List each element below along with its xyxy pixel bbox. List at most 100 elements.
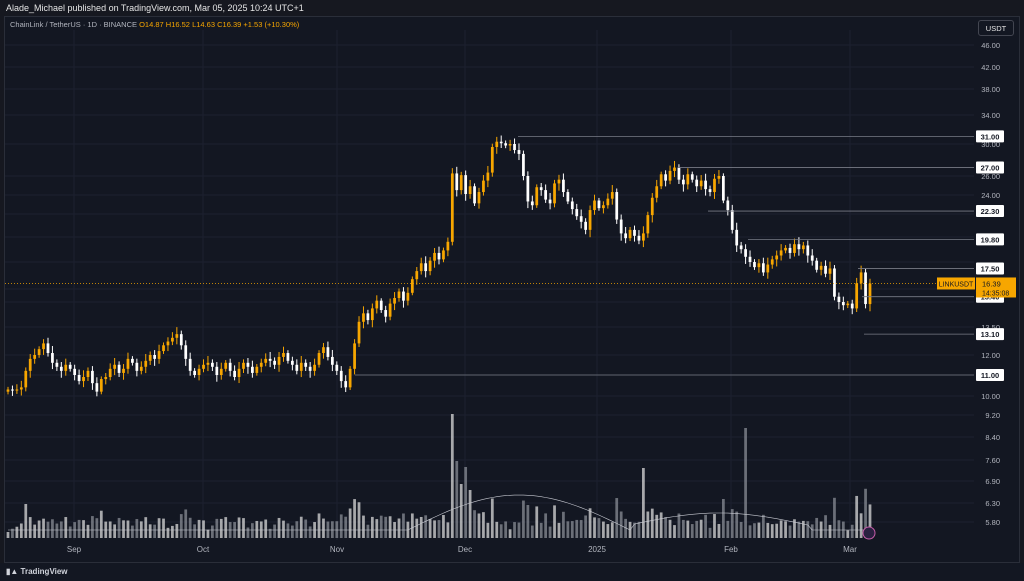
candle-body <box>397 291 401 299</box>
candle-body <box>228 362 232 371</box>
candle-body <box>642 233 645 241</box>
candle-body <box>246 362 250 367</box>
price-axis-label: 12.00 <box>981 351 1000 360</box>
candle-body <box>548 199 552 204</box>
volume-bar <box>570 521 574 538</box>
volume-bar <box>557 522 561 538</box>
symbol-title: ChainLink / TetherUS · 1D · BINANCE <box>10 20 137 29</box>
price-chart[interactable]: Sep Oct Nov Dec 2025 Feb Mar 46.00 42.00 38.00 34.… <box>0 0 1024 563</box>
candle-body <box>864 272 867 305</box>
candle-body <box>562 179 565 193</box>
tradingview-logo[interactable]: ▮▲ TradingView <box>6 563 68 581</box>
volume-bar <box>286 523 290 538</box>
candle-body <box>326 347 330 357</box>
candle-body <box>224 362 228 369</box>
volume-bar <box>588 508 592 538</box>
currency-button[interactable]: USDT <box>978 20 1014 36</box>
volume-bar <box>788 525 792 538</box>
candle-body <box>268 358 272 361</box>
volume-bar <box>810 524 814 538</box>
candle-body <box>633 229 636 236</box>
candle-body <box>197 368 201 375</box>
volume-bar <box>273 524 276 538</box>
candle-body <box>215 366 219 375</box>
candle-body <box>602 205 605 209</box>
volume-bar <box>428 518 432 538</box>
candle-body <box>117 364 121 373</box>
volume-bar <box>579 520 583 538</box>
price-axis-label: 6.90 <box>985 477 1000 486</box>
candle-body <box>539 187 543 191</box>
volume-bar <box>184 509 188 538</box>
candle-body <box>148 355 152 361</box>
volume-bar <box>659 512 663 538</box>
volume-bar <box>602 521 605 538</box>
candle-body <box>682 179 685 185</box>
volume-bar <box>548 526 552 538</box>
candle-body <box>735 229 739 246</box>
candle-body <box>179 334 183 346</box>
volume-bar <box>295 521 299 538</box>
candle-body <box>51 353 54 363</box>
candle-body <box>15 389 19 391</box>
candle-body <box>295 364 299 371</box>
volume-bar <box>793 519 796 538</box>
volume-bar <box>362 515 365 538</box>
volume-bar <box>28 517 32 538</box>
volume-bar <box>206 529 210 538</box>
price-axis-label: 34.00 <box>981 111 1000 120</box>
candle-body <box>255 366 259 373</box>
candle-body <box>175 334 179 338</box>
volume-bar <box>584 515 588 538</box>
candle-body <box>713 178 716 193</box>
candle-body <box>82 377 85 382</box>
price-axis-label: 5.80 <box>985 518 1000 527</box>
candle-body <box>726 200 730 211</box>
time-axis-label: Dec <box>458 545 472 554</box>
volume-bar <box>473 510 476 538</box>
candle-body <box>490 147 494 173</box>
candle-body <box>868 283 872 305</box>
level-badge <box>976 328 1004 341</box>
volume-bar <box>721 499 725 538</box>
candle-body <box>433 252 436 261</box>
volume-bar <box>135 519 139 538</box>
price-axis-label: 8.40 <box>985 433 1000 442</box>
level-badge <box>976 161 1004 174</box>
volume-bar <box>15 526 19 538</box>
candle-body <box>366 313 370 321</box>
candle-body <box>393 298 396 304</box>
candle-body <box>513 144 516 151</box>
candle-body <box>708 189 712 193</box>
candle-body <box>42 343 45 350</box>
volume-bar <box>37 520 41 538</box>
candle-body <box>508 144 512 146</box>
volume-bar <box>82 520 85 538</box>
candle-body <box>122 368 125 373</box>
volume-bar <box>504 521 508 538</box>
volume-bar <box>242 518 245 538</box>
volume-bar <box>846 530 850 538</box>
candle-body <box>659 174 663 187</box>
volume-bar <box>171 525 174 538</box>
candle-body <box>850 303 854 309</box>
candle-body <box>695 179 699 187</box>
candle-body <box>846 303 850 306</box>
volume-bar <box>322 518 325 538</box>
volume-bar <box>642 468 645 538</box>
candle-body <box>77 375 81 382</box>
candle-body <box>357 321 361 344</box>
volume-bar <box>357 502 361 538</box>
candle-body <box>588 210 592 230</box>
volume-bar <box>686 520 690 538</box>
volume-bar <box>486 522 490 538</box>
volume-bar <box>290 525 294 538</box>
volume-bar <box>517 522 521 538</box>
candle-body <box>11 389 14 391</box>
level-badge <box>976 233 1004 246</box>
candle-body <box>837 296 841 302</box>
candle-body <box>486 172 490 181</box>
volume-bar <box>255 520 259 538</box>
candle-body <box>64 364 68 371</box>
candle-body <box>597 200 601 209</box>
